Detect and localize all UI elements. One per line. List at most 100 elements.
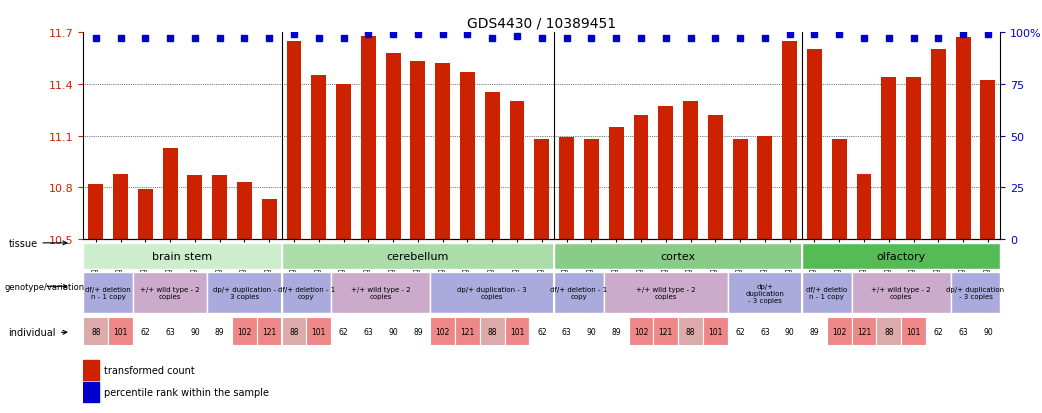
FancyBboxPatch shape <box>356 318 380 345</box>
FancyBboxPatch shape <box>133 273 207 314</box>
Text: dp/+ duplication -
3 copies: dp/+ duplication - 3 copies <box>213 287 276 300</box>
FancyBboxPatch shape <box>207 273 281 314</box>
FancyBboxPatch shape <box>405 318 430 345</box>
Bar <box>733 140 747 240</box>
Text: 63: 63 <box>760 327 770 336</box>
FancyBboxPatch shape <box>851 318 876 345</box>
Text: 101: 101 <box>709 327 722 336</box>
FancyBboxPatch shape <box>83 273 133 314</box>
Text: 121: 121 <box>659 327 673 336</box>
Text: 88: 88 <box>686 327 695 336</box>
Text: 101: 101 <box>114 327 128 336</box>
FancyBboxPatch shape <box>603 318 628 345</box>
FancyBboxPatch shape <box>926 318 950 345</box>
FancyBboxPatch shape <box>83 318 108 345</box>
Text: 89: 89 <box>413 327 423 336</box>
FancyBboxPatch shape <box>727 273 802 314</box>
FancyBboxPatch shape <box>653 318 678 345</box>
Bar <box>386 54 400 240</box>
Bar <box>188 176 202 240</box>
Text: +/+ wild type - 2
copies: +/+ wild type - 2 copies <box>351 287 411 300</box>
FancyBboxPatch shape <box>802 243 1000 269</box>
Text: 102: 102 <box>833 327 846 336</box>
FancyBboxPatch shape <box>157 318 182 345</box>
FancyBboxPatch shape <box>108 318 133 345</box>
FancyBboxPatch shape <box>802 318 827 345</box>
Bar <box>807 50 822 240</box>
Bar <box>931 50 946 240</box>
Text: df/+ deletion - 1
copy: df/+ deletion - 1 copy <box>278 287 336 300</box>
Bar <box>163 148 177 240</box>
Text: +/+ wild type - 2
copies: +/+ wild type - 2 copies <box>141 287 200 300</box>
Text: individual: individual <box>8 328 67 337</box>
Text: df/+ deletion
n - 1 copy: df/+ deletion n - 1 copy <box>85 287 131 300</box>
Text: df/+ deletion - 1
copy: df/+ deletion - 1 copy <box>550 287 607 300</box>
Bar <box>89 185 103 240</box>
Bar <box>758 136 772 240</box>
Bar <box>857 174 871 240</box>
FancyBboxPatch shape <box>802 273 851 314</box>
FancyBboxPatch shape <box>752 318 777 345</box>
FancyBboxPatch shape <box>182 318 207 345</box>
Bar <box>609 128 623 240</box>
Text: 88: 88 <box>91 327 100 336</box>
Text: 121: 121 <box>857 327 871 336</box>
FancyBboxPatch shape <box>281 243 554 269</box>
Text: percentile rank within the sample: percentile rank within the sample <box>104 387 269 397</box>
FancyBboxPatch shape <box>306 318 331 345</box>
Bar <box>114 174 128 240</box>
FancyBboxPatch shape <box>430 273 554 314</box>
FancyBboxPatch shape <box>827 318 851 345</box>
Text: 62: 62 <box>537 327 547 336</box>
FancyBboxPatch shape <box>950 318 975 345</box>
FancyBboxPatch shape <box>504 318 529 345</box>
Text: dp/+ duplication - 3
copies: dp/+ duplication - 3 copies <box>457 287 527 300</box>
Text: 101: 101 <box>510 327 524 336</box>
Text: 121: 121 <box>461 327 474 336</box>
Title: GDS4430 / 10389451: GDS4430 / 10389451 <box>467 17 617 31</box>
Text: 62: 62 <box>141 327 150 336</box>
Bar <box>237 183 252 240</box>
Text: 88: 88 <box>290 327 299 336</box>
FancyBboxPatch shape <box>256 318 281 345</box>
Bar <box>83 360 99 380</box>
FancyBboxPatch shape <box>603 273 727 314</box>
Bar <box>262 200 277 240</box>
Bar <box>584 140 599 240</box>
Bar <box>83 382 99 402</box>
Text: 102: 102 <box>436 327 450 336</box>
Text: 90: 90 <box>785 327 795 336</box>
Bar <box>213 176 227 240</box>
FancyBboxPatch shape <box>281 318 306 345</box>
Text: 121: 121 <box>263 327 276 336</box>
FancyBboxPatch shape <box>331 273 430 314</box>
Bar <box>337 85 351 240</box>
Text: 62: 62 <box>934 327 943 336</box>
Bar <box>659 107 673 240</box>
Text: genotype/variation: genotype/variation <box>4 282 84 291</box>
Text: +/+ wild type - 2
copies: +/+ wild type - 2 copies <box>636 287 696 300</box>
Bar <box>461 73 475 240</box>
Bar <box>510 102 524 240</box>
Text: 62: 62 <box>736 327 745 336</box>
FancyBboxPatch shape <box>83 243 281 269</box>
Bar <box>981 81 995 240</box>
Text: cerebellum: cerebellum <box>387 251 449 261</box>
Bar <box>634 116 648 240</box>
Text: 102: 102 <box>238 327 251 336</box>
FancyBboxPatch shape <box>678 318 703 345</box>
FancyBboxPatch shape <box>579 318 603 345</box>
Text: 62: 62 <box>339 327 348 336</box>
Text: 101: 101 <box>907 327 921 336</box>
FancyBboxPatch shape <box>331 318 356 345</box>
Text: 90: 90 <box>587 327 596 336</box>
Text: 101: 101 <box>312 327 326 336</box>
Bar <box>138 190 153 240</box>
FancyBboxPatch shape <box>380 318 405 345</box>
FancyBboxPatch shape <box>975 318 1000 345</box>
Text: 88: 88 <box>884 327 894 336</box>
Text: +/+ wild type - 2
copies: +/+ wild type - 2 copies <box>871 287 931 300</box>
Bar <box>560 138 574 240</box>
Text: transformed count: transformed count <box>104 365 195 375</box>
FancyBboxPatch shape <box>133 318 157 345</box>
